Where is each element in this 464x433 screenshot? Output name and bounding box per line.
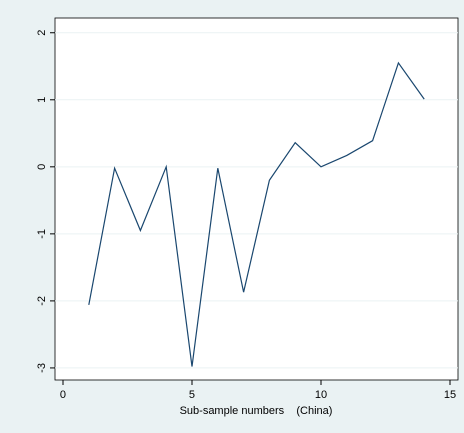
- y-tick-label: -3: [36, 363, 48, 373]
- x-tick-label: 15: [444, 389, 456, 401]
- y-tick-label: -2: [36, 296, 48, 306]
- y-tick-label: 2: [36, 30, 48, 36]
- x-tick-label: 10: [315, 389, 327, 401]
- data-line: [88, 61, 425, 367]
- y-tick-label: 1: [36, 97, 48, 103]
- plot-area: [54, 17, 459, 381]
- x-tick-label: 5: [189, 389, 195, 401]
- x-axis-label: Sub-sample numbers (China): [180, 405, 333, 417]
- x-tick-label: 0: [60, 389, 66, 401]
- y-tick-label: 0: [36, 164, 48, 170]
- y-tick-label: -1: [36, 229, 48, 239]
